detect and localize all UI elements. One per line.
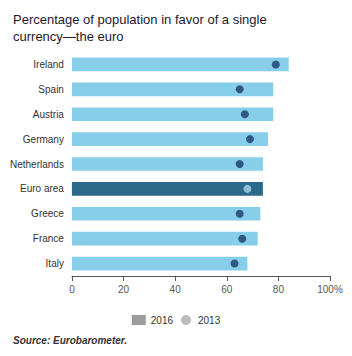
svg-text:Germany: Germany <box>23 134 64 145</box>
svg-text:Greece: Greece <box>31 208 64 219</box>
svg-text:Euro area: Euro area <box>20 183 64 194</box>
svg-text:Ireland: Ireland <box>33 59 64 70</box>
svg-text:Percentage of population in fa: Percentage of population in favor of a s… <box>13 12 267 27</box>
svg-text:0: 0 <box>69 284 75 295</box>
svg-text:2013: 2013 <box>198 315 221 326</box>
svg-text:Spain: Spain <box>38 84 64 95</box>
svg-text:80: 80 <box>273 284 285 295</box>
svg-text:100%: 100% <box>317 284 343 295</box>
svg-text:France: France <box>33 233 65 244</box>
svg-text:20: 20 <box>118 284 130 295</box>
svg-text:Netherlands: Netherlands <box>10 159 64 170</box>
svg-text:2016: 2016 <box>151 315 174 326</box>
svg-text:60: 60 <box>221 284 233 295</box>
svg-text:Source: Eurobarometer.: Source: Eurobarometer. <box>13 335 127 346</box>
svg-text:currency—the euro: currency—the euro <box>13 29 124 44</box>
svg-text:Italy: Italy <box>46 258 64 269</box>
svg-text:Austria: Austria <box>33 109 65 120</box>
svg-text:40: 40 <box>170 284 182 295</box>
